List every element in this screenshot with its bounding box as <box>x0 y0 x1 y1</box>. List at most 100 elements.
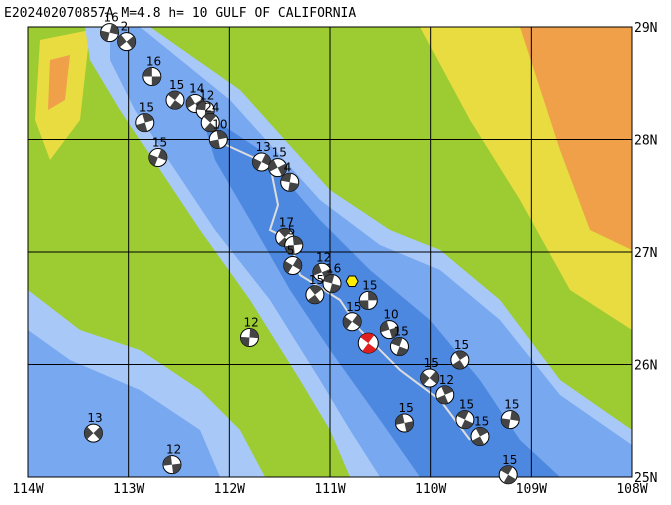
focal-mechanism <box>435 385 455 405</box>
depth-label: 15 <box>309 273 324 287</box>
lat-label: 28N <box>634 134 657 149</box>
depth-label: 5 <box>287 244 295 258</box>
depth-label: 15 <box>152 136 167 150</box>
beachball-quadrant <box>500 465 513 475</box>
lat-label: 27N <box>634 246 657 261</box>
beachball-quadrant <box>268 159 278 172</box>
focal-mechanism <box>379 320 399 340</box>
lat-label: 29N <box>634 21 657 36</box>
focal-mechanism <box>100 23 120 43</box>
focal-mechanism <box>342 312 362 332</box>
depth-label: 15 <box>504 398 519 412</box>
beachball-quadrant <box>283 260 293 274</box>
lon-label: 110W <box>415 482 446 497</box>
focal-mechanism <box>305 285 325 305</box>
depth-label: 12 <box>199 88 214 102</box>
depth-label: 15 <box>398 401 413 415</box>
focal-mechanism <box>450 350 470 370</box>
depth-label: 15 <box>393 325 408 339</box>
focal-mechanism <box>268 158 288 178</box>
focal-mechanism <box>284 235 304 255</box>
beachball-quadrant <box>452 360 465 369</box>
highland <box>520 27 632 250</box>
beachball-quadrant <box>203 113 217 123</box>
lon-label: 112W <box>214 482 245 497</box>
focal-mechanism <box>394 413 414 433</box>
depth-label: 13 <box>256 140 271 154</box>
beachball-quadrant <box>216 130 228 140</box>
depth-label: 17 <box>279 215 294 229</box>
depth-label: 5 <box>288 223 296 237</box>
focal-mechanism <box>322 274 342 293</box>
focal-mechanism <box>239 328 259 347</box>
depth-label: 15 <box>502 453 517 467</box>
plate-boundary <box>214 139 471 441</box>
depth-label: 15 <box>169 78 184 92</box>
beachball-quadrant <box>292 257 302 271</box>
beachball-quadrant <box>396 346 408 356</box>
depth-label: 12 <box>243 316 258 330</box>
depth-label: 12 <box>439 373 454 387</box>
beachball-quadrant <box>261 153 271 166</box>
main-focal-mechanism <box>357 332 379 354</box>
focal-mechanism <box>280 172 300 192</box>
lon-label: 113W <box>113 482 144 497</box>
depth-label: 15 <box>459 398 474 412</box>
beachball-quadrant <box>151 76 161 86</box>
highland <box>48 55 70 110</box>
beachball-quadrant <box>307 294 321 304</box>
depth-label: 24 <box>204 101 219 115</box>
focal-mechanism <box>283 256 303 275</box>
beachball-quadrant <box>391 337 403 347</box>
beachball-quadrant <box>329 283 341 293</box>
depth-label: 15 <box>454 338 469 352</box>
focal-mechanism <box>500 410 520 430</box>
beachball-quadrant <box>380 321 390 333</box>
lon-label: 108W <box>616 482 647 497</box>
beachball-quadrant <box>162 455 172 466</box>
beachball-quadrant <box>510 410 520 422</box>
upland <box>420 27 632 330</box>
beachball-quadrant <box>249 328 259 339</box>
beachball-quadrant <box>436 394 449 404</box>
focal-mechanism <box>358 290 378 310</box>
lat-label: 25N <box>634 471 657 486</box>
beachball-quadrant <box>142 113 154 123</box>
focal-mechanism <box>135 113 155 133</box>
focal-mechanism <box>83 423 103 443</box>
beachball-quadrant <box>359 300 369 310</box>
beachball-quadrant <box>284 245 295 255</box>
beachball-quadrant <box>343 316 353 330</box>
beachball-quadrant <box>389 326 399 339</box>
beachball-quadrant <box>323 274 335 284</box>
beachball-quadrant <box>362 343 377 354</box>
gulf-basin <box>200 110 560 477</box>
beachball-quadrant <box>252 158 262 171</box>
depth-label: 2 <box>121 20 129 34</box>
depth-label: 12 <box>166 443 181 457</box>
focal-mechanism <box>162 455 182 475</box>
map-title: E202402070857A M=4.8 h= 10 GULF OF CALIF… <box>4 6 356 21</box>
beachball-quadrant <box>461 419 474 429</box>
beachball-quadrant <box>204 122 217 132</box>
beachball-quadrant <box>352 314 362 328</box>
beachball-quadrant <box>136 122 148 132</box>
beachball-quadrant <box>395 414 405 425</box>
beachball-quadrant <box>109 23 119 35</box>
beachball-quadrant <box>501 418 511 429</box>
beachball-quadrant <box>288 182 299 192</box>
depth-label: 15 <box>474 415 489 429</box>
beachball-quadrant <box>240 336 250 347</box>
beachball-quadrant <box>157 149 167 161</box>
depth-label: 15 <box>272 146 287 160</box>
beachball-quadrant <box>84 426 94 440</box>
focal-mechanism <box>420 368 440 388</box>
focal-mechanism <box>252 152 272 172</box>
focal-mechanism <box>148 148 168 167</box>
beachball-quadrant <box>420 372 430 385</box>
depth-label: 10 <box>212 118 227 132</box>
focal-mechanism <box>117 32 137 52</box>
beachball-quadrant <box>209 139 220 149</box>
